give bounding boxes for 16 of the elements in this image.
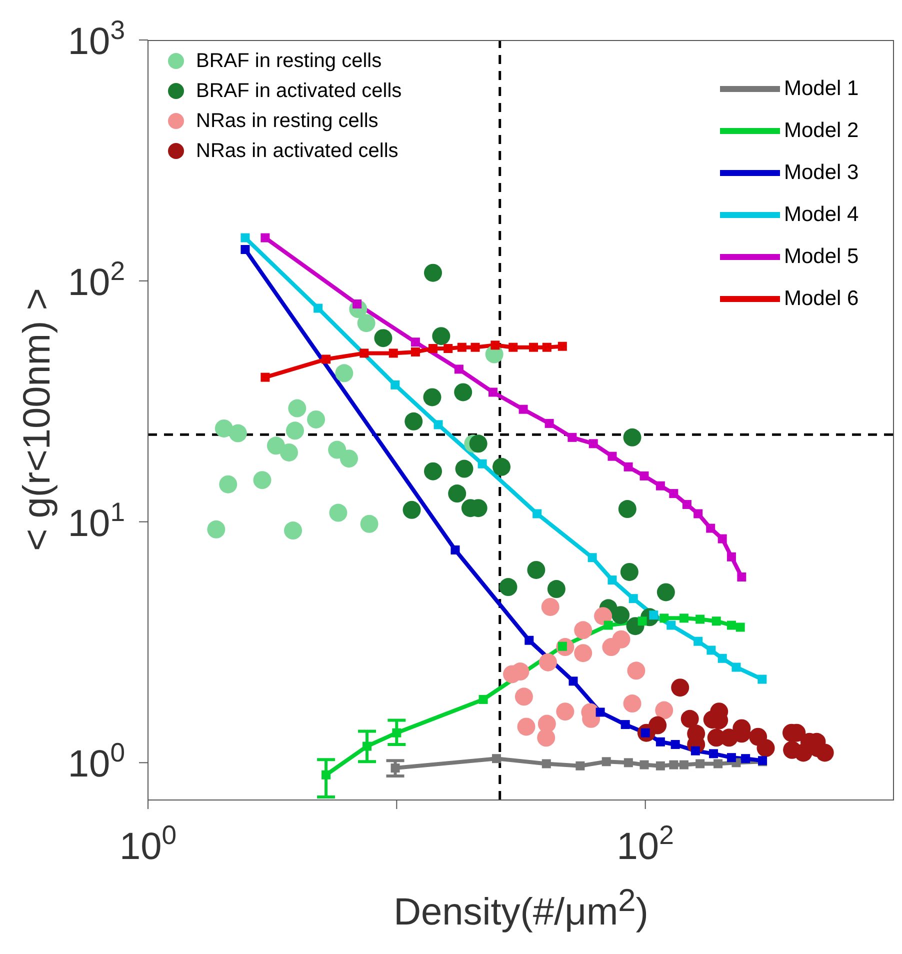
legend-label: Model 2 xyxy=(784,119,859,143)
y-tick-label: 10$^{3}$ xyxy=(68,15,125,63)
legend-label: NRas in activated cells xyxy=(196,140,398,162)
y-tick-label: 10$^{0}$ xyxy=(68,738,125,786)
legend-label: Model 5 xyxy=(784,245,859,269)
legend-label: Model 4 xyxy=(784,203,859,227)
y-tick-label: 10$^{2}$ xyxy=(68,256,125,304)
legend-label: Model 6 xyxy=(784,287,859,311)
y-axis-title: < g(r<100nm) > xyxy=(16,287,60,553)
legend-label: BRAF in resting cells xyxy=(196,50,382,72)
legend-label: Model 1 xyxy=(784,77,859,101)
legend-label: BRAF in activated cells xyxy=(196,80,402,102)
legend-label: Model 3 xyxy=(784,161,859,185)
y-tick-label: 10$^{1}$ xyxy=(68,496,125,545)
x-axis-title: Density(#/μm$^{2}$) xyxy=(392,882,650,935)
legend-label: NRas in resting cells xyxy=(196,110,378,132)
